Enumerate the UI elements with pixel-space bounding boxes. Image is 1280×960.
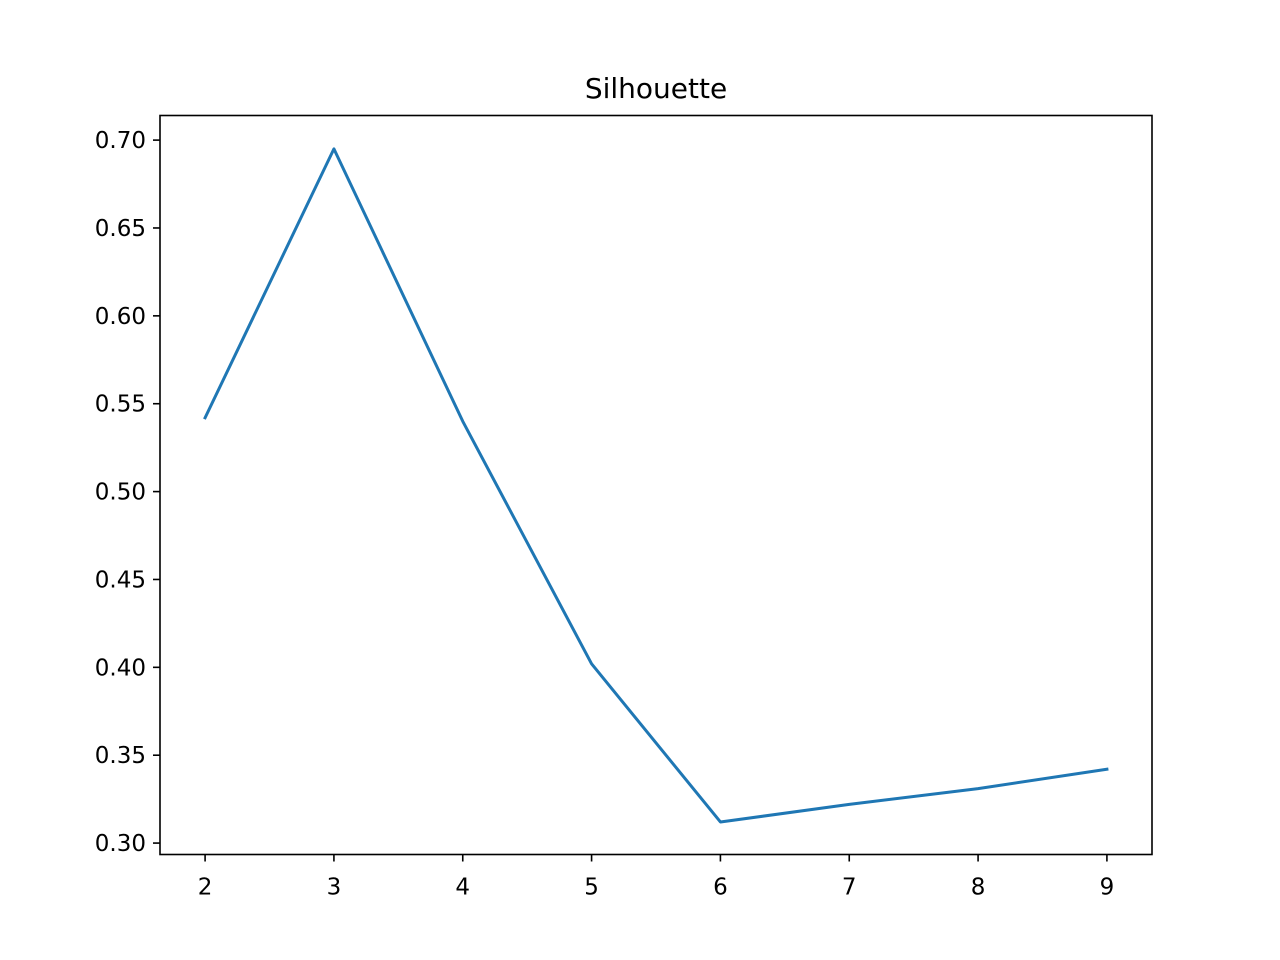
- x-tick-label: 7: [842, 875, 857, 901]
- chart-title: Silhouette: [585, 72, 727, 105]
- x-tick-label: 6: [713, 875, 728, 901]
- y-tick-label: 0.65: [95, 216, 146, 242]
- y-tick-label: 0.35: [95, 743, 146, 769]
- data-point: [590, 662, 593, 665]
- series-line: [203, 147, 1109, 824]
- data-point: [719, 820, 722, 823]
- x-tick-label: 8: [971, 875, 986, 901]
- x-tick-label: 2: [198, 875, 213, 901]
- y-tick-label: 0.70: [95, 128, 146, 154]
- y-tick-label: 0.60: [95, 304, 146, 330]
- x-axis: 2 3 4 5 6 7 8 9: [198, 854, 1115, 901]
- plot-area: [203, 147, 1109, 824]
- data-point: [977, 787, 980, 790]
- x-tick-label: 5: [584, 875, 599, 901]
- y-tick-label: 0.30: [95, 831, 146, 857]
- y-tick-label: 0.45: [95, 567, 146, 593]
- x-tick-label: 3: [327, 875, 342, 901]
- y-tick-label: 0.50: [95, 480, 146, 506]
- data-point: [848, 803, 851, 806]
- y-axis: 0.30 0.35 0.40 0.45 0.50 0.55 0.60 0.65 0.70: [95, 128, 160, 857]
- x-tick-label: 4: [455, 875, 470, 901]
- y-tick-label: 0.40: [95, 655, 146, 681]
- data-point: [332, 147, 335, 150]
- x-tick-label: 9: [1100, 875, 1115, 901]
- axes-frame: [159, 114, 1153, 856]
- data-point: [1105, 768, 1108, 771]
- data-point: [204, 416, 207, 419]
- y-tick-label: 0.55: [95, 392, 146, 418]
- data-point: [461, 420, 464, 423]
